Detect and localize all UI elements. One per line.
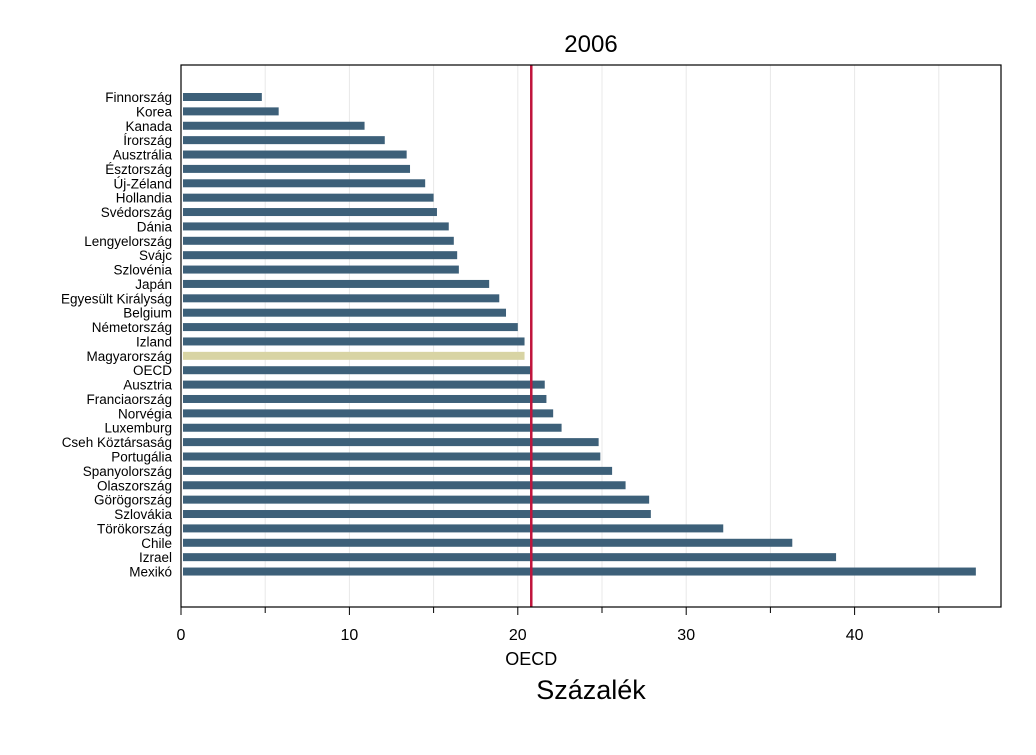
category-label: Kanada [125,119,172,134]
bar [183,351,525,360]
category-label: Norvégia [118,406,173,421]
x-tick-label: 20 [509,627,527,644]
x-axis-title: Százalék [536,675,646,705]
category-label: Spanyolország [83,464,172,479]
category-label: Lengyelország [84,234,172,249]
x-tick-label: 30 [677,627,695,644]
category-label: Svájc [139,248,172,263]
category-label: Észtország [105,162,172,177]
bar [183,222,449,231]
bar [183,481,626,490]
bar [183,380,545,389]
bar [183,251,458,260]
bar [183,93,262,101]
bar [183,136,385,145]
bar [183,294,500,303]
chart-title: 2006 [564,31,617,58]
category-label: Szlovákia [114,507,172,522]
category-label: Görögország [94,493,172,508]
category-label: Németország [92,320,172,335]
bar [183,337,525,346]
category-label: Belgium [123,306,172,321]
bar [183,279,490,288]
bar [183,553,837,562]
bar [183,121,365,130]
category-label: Írország [123,133,172,148]
category-labels: FinnországKoreaKanadaÍrországAusztráliaÉ… [61,90,173,580]
bar [183,466,613,475]
bar [183,265,459,274]
category-label: Japán [135,277,172,292]
category-label: Olaszország [97,478,172,493]
bars [183,93,976,576]
category-label: Portugália [111,450,172,465]
x-axis: 0 10 20 30 40 [177,607,940,644]
bar [183,495,650,504]
category-label: Dánia [137,219,173,234]
category-label: Franciaország [86,392,172,407]
bar [183,150,407,159]
category-label: Mexikó [129,565,172,580]
category-label: Új-Zéland [113,176,172,191]
bar [183,409,554,418]
category-label: Luxemburg [104,421,172,436]
category-label: Izland [136,334,172,349]
category-label: OECD [133,363,172,378]
category-label: Svédország [101,205,172,220]
plot-frame [180,64,1002,608]
bar [183,164,411,173]
bar [183,179,426,188]
bar [183,208,437,217]
bar [183,193,434,202]
bar [183,107,279,116]
category-label: Egyesült Királyság [61,291,172,306]
bar [183,236,454,245]
bar [183,510,651,519]
category-label: Finnország [105,90,172,105]
bar [183,524,724,533]
category-label: Magyarország [86,349,172,364]
category-label: Ausztria [123,378,172,393]
x-tick-label: 10 [341,627,359,644]
bar [183,366,532,375]
bar [183,308,507,317]
category-label: Törökország [97,521,172,536]
bar [183,438,599,447]
bar [183,452,601,461]
x-tick-label: 40 [846,627,864,644]
category-label: Hollandia [116,191,173,206]
bar [183,394,547,403]
category-label: Izrael [139,550,172,565]
category-label: Cseh Köztársaság [62,435,172,450]
category-label: Chile [141,536,172,551]
category-label: Szlovénia [113,263,172,278]
x-tick-label: 0 [177,627,186,644]
category-label: Korea [136,104,173,119]
category-label: Ausztrália [113,148,173,163]
bar [183,323,518,332]
bar [183,423,562,432]
bar [183,567,976,576]
bar [183,538,793,547]
reference-line-label: OECD [505,649,557,669]
